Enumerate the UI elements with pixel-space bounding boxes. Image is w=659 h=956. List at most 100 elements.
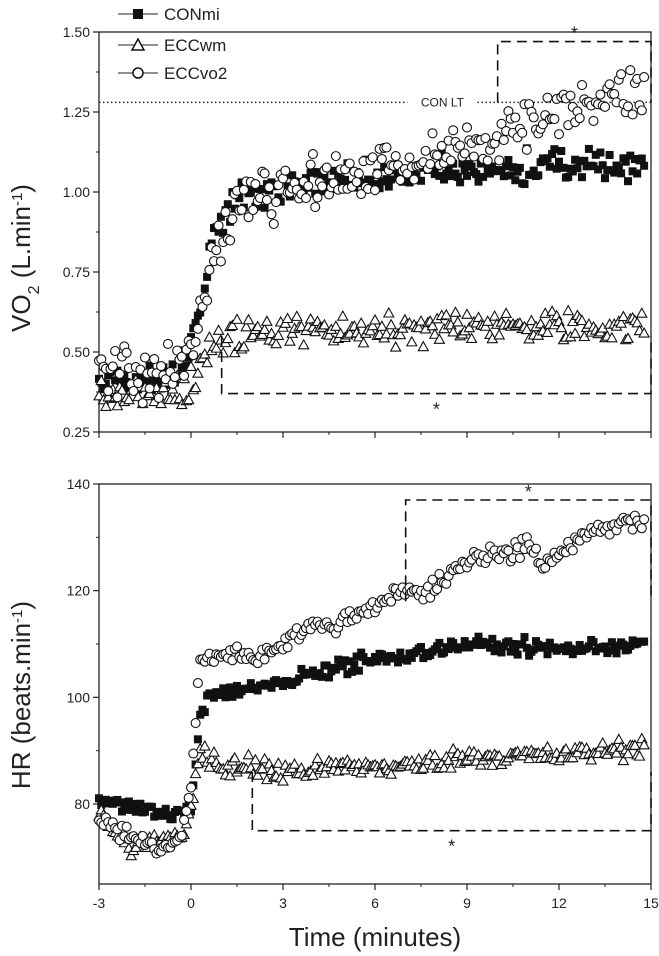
data-point-conmi (297, 664, 306, 673)
data-point-eccvo2 (190, 718, 201, 729)
data-point-eccvo2 (190, 336, 201, 347)
data-point-eccvo2 (369, 185, 381, 196)
data-point-eccvo2 (188, 350, 199, 361)
data-point-eccvo2 (498, 134, 509, 146)
data-point-eccvo2 (312, 192, 323, 203)
reference-line-label: CON LT (421, 95, 465, 109)
data-point-eccvo2 (176, 351, 187, 362)
data-point-eccvo2 (553, 129, 565, 140)
open-circle-marker-icon (132, 67, 144, 79)
data-point-eccvo2 (542, 92, 553, 103)
data-point-conmi (598, 161, 607, 170)
data-point-eccvo2 (381, 142, 392, 153)
data-point-eccvo2 (353, 168, 364, 179)
x-tick-label: 0 (187, 895, 195, 911)
data-point-eccwm (523, 752, 536, 764)
data-point-eccwm (493, 328, 506, 340)
y-tick-label: 140 (67, 476, 91, 492)
data-point-conmi (555, 157, 563, 166)
data-point-conmi (467, 162, 476, 171)
data-point-conmi (522, 643, 531, 652)
data-point-eccwm (585, 753, 598, 765)
data-point-eccwm (210, 342, 223, 353)
data-point-eccwm (428, 328, 441, 339)
data-point-conmi (617, 169, 626, 178)
data-point-eccwm (247, 329, 260, 340)
data-point-conmi (334, 170, 343, 179)
data-point-conmi (228, 692, 237, 701)
legend-label-conmi: CONmi (164, 5, 220, 24)
data-point-conmi (472, 170, 481, 179)
data-point-conmi (575, 640, 584, 649)
data-point-eccwm (189, 767, 202, 779)
data-point-eccwm (622, 747, 634, 759)
x-axis-title: Time (minutes) (289, 922, 461, 952)
data-point-eccwm (465, 332, 478, 344)
data-point-conmi (331, 665, 340, 674)
data-point-conmi (589, 162, 598, 171)
data-point-conmi (318, 672, 327, 681)
data-point-conmi (419, 654, 428, 663)
data-point-eccwm (385, 318, 398, 330)
data-point-conmi (233, 681, 241, 690)
data-point-conmi (341, 175, 350, 184)
legend-item-eccvo2: ECCvo2 (118, 64, 227, 83)
data-point-conmi (614, 162, 623, 171)
data-point-eccvo2 (259, 168, 270, 179)
x-tick-label: 12 (551, 895, 567, 911)
data-point-eccvo2 (549, 114, 560, 125)
data-point-conmi (575, 156, 584, 165)
data-point-eccvo2 (144, 383, 155, 394)
data-point-eccwm (412, 752, 425, 764)
data-point-conmi (203, 272, 212, 281)
data-point-conmi (210, 693, 218, 702)
data-point-eccvo2 (530, 543, 542, 554)
data-point-conmi (219, 684, 228, 693)
data-point-eccwm (449, 306, 462, 317)
data-point-eccwm (569, 327, 582, 338)
y-tick-label: 1.50 (63, 24, 90, 40)
data-point-eccvo2 (280, 165, 291, 176)
y-tick-label: 0.25 (63, 424, 90, 440)
data-point-eccwm (389, 340, 402, 352)
data-point-eccvo2 (609, 89, 620, 100)
legend: CONmi ECCwm ECCvo2 (118, 5, 227, 83)
data-point-eccvo2 (510, 112, 521, 123)
data-point-eccvo2 (409, 174, 420, 185)
data-point-conmi (348, 667, 356, 676)
y-tick-label: 120 (67, 583, 91, 599)
significance-bracket (496, 40, 652, 103)
data-point-conmi (95, 794, 103, 803)
data-point-conmi (368, 657, 377, 666)
data-point-eccwm (102, 390, 115, 402)
data-point-eccwm (617, 754, 630, 766)
vo2-axis-title-rest: (L.min (6, 206, 36, 285)
data-point-eccvo2 (367, 152, 378, 163)
data-point-conmi (359, 653, 368, 662)
data-point-eccwm (242, 313, 255, 325)
data-point-eccvo2 (250, 178, 261, 190)
data-point-eccvo2 (494, 155, 505, 166)
data-point-eccvo2 (639, 72, 650, 83)
data-point-eccwm (185, 360, 197, 371)
data-point-conmi (230, 687, 239, 696)
data-point-conmi (435, 638, 444, 647)
data-point-eccvo2 (432, 583, 443, 595)
data-point-eccwm (189, 381, 202, 393)
data-point-eccvo2 (268, 218, 279, 230)
data-point-eccvo2 (282, 642, 293, 653)
data-point-conmi (612, 649, 621, 658)
data-point-conmi (605, 646, 614, 655)
data-point-eccwm (525, 314, 538, 326)
data-point-conmi (453, 173, 462, 182)
significance-marker: * (525, 482, 532, 502)
data-point-conmi (580, 156, 589, 165)
vo2-axis-title-main: VO (6, 294, 36, 332)
data-point-eccwm (116, 383, 128, 395)
data-point-conmi (136, 372, 145, 381)
data-point-eccvo2 (330, 151, 341, 162)
data-point-conmi (589, 638, 598, 647)
data-point-conmi (561, 647, 570, 656)
data-point-eccvo2 (192, 678, 203, 689)
data-point-conmi (486, 643, 494, 652)
